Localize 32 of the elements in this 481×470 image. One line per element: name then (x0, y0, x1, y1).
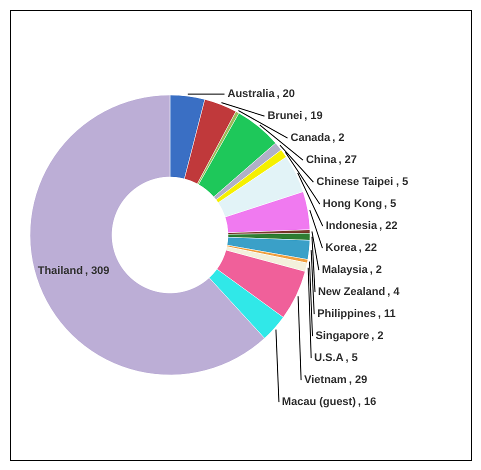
slice-label: U.S.A (314, 352, 344, 364)
data-label: , 2 (332, 132, 344, 144)
slice-label: China (306, 154, 338, 166)
data-label: , 22 (358, 242, 377, 254)
data-label: , 20 (276, 88, 295, 100)
slice-label: Thailand (38, 264, 83, 277)
data-label: , 19 (304, 110, 323, 122)
slice-label: Malaysia (322, 264, 369, 276)
slice-label: Chinese Taipei (316, 176, 394, 188)
data-label: , 5 (396, 176, 408, 188)
slice-label: Vietnam (304, 374, 347, 386)
slice-label: Australia (228, 88, 276, 100)
data-label: , 2 (370, 264, 382, 276)
data-label: , 4 (387, 286, 400, 298)
data-label: , 2 (371, 330, 384, 342)
slice-label: Macau (guest) (282, 396, 356, 408)
slice-label: Philippines (317, 308, 376, 320)
slice-label: Hong Kong (322, 198, 382, 210)
slice-label: Canada (290, 132, 332, 144)
data-label: , 22 (379, 220, 398, 232)
slice-label: Indonesia (326, 220, 378, 232)
data-label: , 11 (378, 308, 396, 320)
data-label: , 5 (346, 352, 358, 364)
slice-label: Brunei (267, 110, 302, 122)
slice-label: Korea (325, 242, 358, 254)
data-label: , 309 (84, 264, 110, 277)
data-label: , 27 (338, 154, 357, 166)
data-label: , 16 (358, 396, 376, 408)
slice-label: New Zealand (318, 286, 386, 298)
data-label: , 5 (384, 198, 396, 210)
slice-label: Singapore (315, 330, 370, 342)
data-label: , 29 (348, 374, 368, 386)
